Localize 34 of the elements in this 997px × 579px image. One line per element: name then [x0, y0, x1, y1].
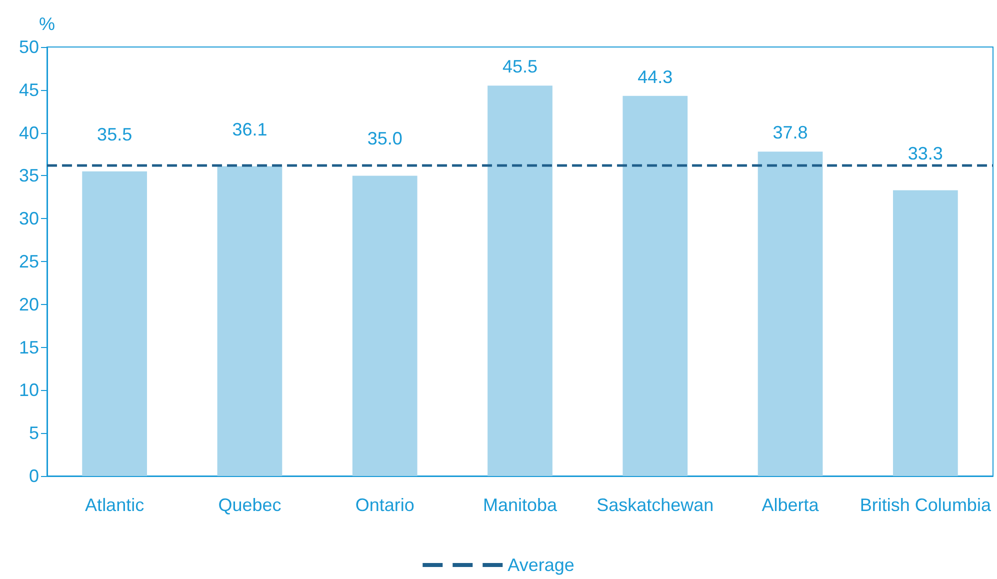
x-tick-label: Manitoba: [482, 495, 558, 515]
x-tick-label: British Columbia: [860, 495, 992, 515]
y-tick-label: 30: [18, 208, 39, 229]
y-tick-label: 0: [28, 466, 39, 486]
data-label: 45.5: [502, 56, 538, 77]
x-tick-label: Alberta: [762, 495, 820, 515]
bar: [352, 176, 418, 476]
data-label: 33.3: [908, 143, 943, 164]
x-tick-label: Saskatchewan: [596, 495, 714, 515]
bar: [892, 190, 958, 476]
bar: [758, 152, 823, 476]
bar: [488, 86, 552, 476]
y-tick-label: 15: [18, 337, 39, 358]
y-tick-label: 35: [18, 166, 39, 186]
data-label: 36.1: [232, 119, 268, 140]
x-tick-label: Ontario: [355, 495, 414, 515]
data-label: 35.0: [367, 128, 402, 149]
y-tick-label: 50: [18, 37, 39, 57]
y-axis-title: %: [38, 14, 56, 34]
bar: [82, 171, 148, 476]
data-label: 44.3: [638, 66, 673, 87]
y-tick-label: 45: [18, 80, 39, 100]
data-label: 35.5: [97, 124, 132, 144]
x-tick-label: Quebec: [218, 495, 282, 515]
y-tick-label: 20: [18, 294, 39, 314]
bar: [622, 96, 688, 476]
legend-label: Average: [508, 555, 574, 575]
y-tick-label: 40: [18, 122, 39, 143]
bar: [217, 166, 282, 476]
y-tick-label: 25: [18, 252, 39, 272]
y-tick-label: 5: [28, 423, 39, 444]
data-label: 37.8: [772, 122, 808, 143]
x-tick-label: Atlantic: [85, 495, 144, 515]
y-tick-label: 10: [18, 380, 39, 400]
